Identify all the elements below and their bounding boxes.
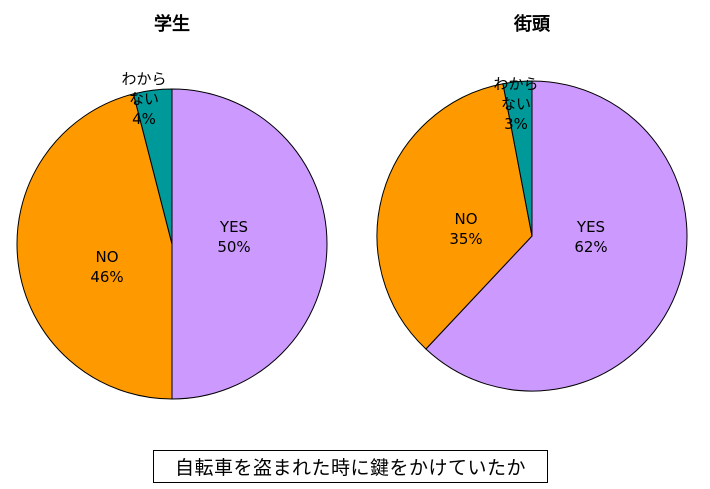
pie-slice-unknown xyxy=(502,80,533,237)
pie-slice-no xyxy=(16,93,173,400)
pie-slice-unknown xyxy=(132,88,173,245)
pie-title: 学生 xyxy=(154,13,190,35)
slice-label-no: NO 35% xyxy=(449,210,482,248)
pie-slice-no xyxy=(376,83,533,350)
chart-caption: 自転車を盗まれた時に鍵をかけていたか xyxy=(153,450,548,483)
pie-slice-yes xyxy=(171,88,328,400)
slice-label-yes: YES 62% xyxy=(574,218,607,256)
slice-label-unknown: わからない 4% xyxy=(121,70,166,128)
slice-label-no: NO 46% xyxy=(90,248,123,286)
pie-title: 街頭 xyxy=(513,13,551,35)
pie-chart-street: 街頭 YES 62% NO 35% わからない 3% xyxy=(376,13,688,392)
slice-label-yes: YES 50% xyxy=(217,218,250,256)
pie-chart-student: 学生 YES 50% NO 46% わからない 4% xyxy=(16,13,328,400)
slice-label-unknown: わからない 3% xyxy=(493,75,538,133)
pie-slice-yes xyxy=(425,80,688,392)
